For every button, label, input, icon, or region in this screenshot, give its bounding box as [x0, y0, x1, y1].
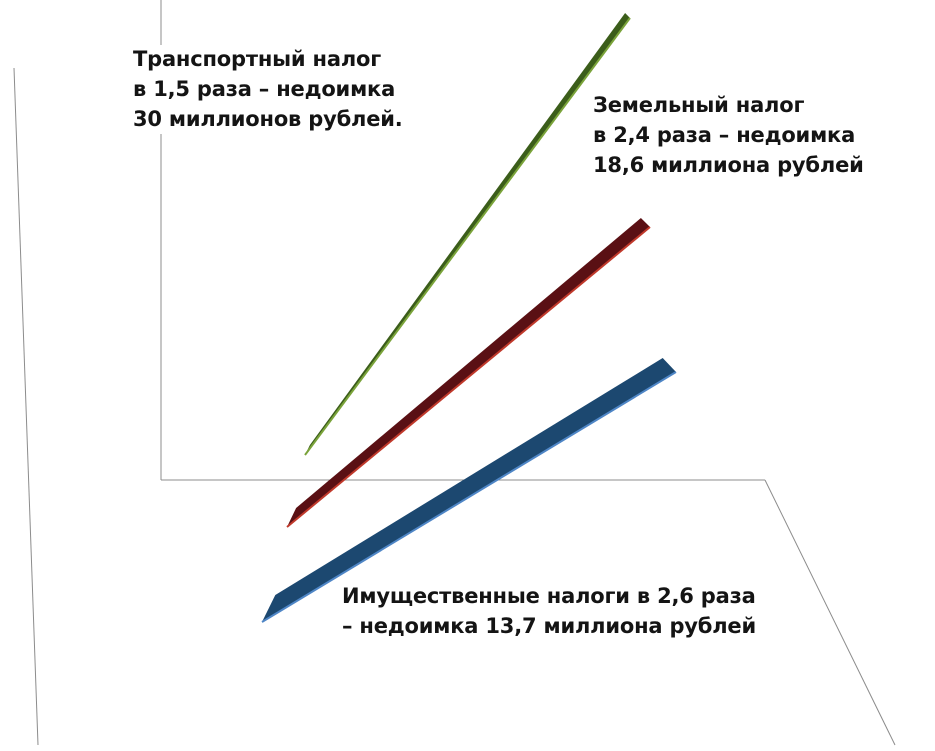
annotation-property-line-1: Имущественные налоги в 2,6 раза: [342, 582, 760, 612]
series-ribbon-1: [287, 218, 650, 527]
gridline-side-2: [21, 143, 161, 266]
annotation-transport-line-3: 30 миллионов рублей.: [133, 104, 407, 135]
annotation-transport-line-1: Транспортный налог: [133, 45, 407, 75]
gridline-side-4: [28, 278, 161, 465]
gridline-side-6: [35, 411, 161, 655]
annotation-land-tax: Земельный налог в 2,4 раза – недоимка 18…: [593, 91, 868, 181]
series-ribbon-edge-1: [286, 226, 651, 528]
annotation-land-line-1: Земельный налог: [593, 91, 868, 121]
series-ribbon-0: [262, 358, 676, 622]
series-ribbons: [261, 13, 677, 623]
annotation-property-tax: Имущественные налоги в 2,6 раза – недоим…: [342, 582, 760, 642]
annotation-transport-tax: Транспортный налог в 1,5 раза – недоимка…: [133, 45, 407, 135]
annotation-property-line-2: – недоимка 13,7 миллиона рублей: [342, 611, 760, 642]
gridline-side-3: [24, 211, 161, 363]
series-ribbon-edge-2: [304, 17, 631, 456]
left-wall-edge: [13, 67, 39, 746]
gridline-side-5: [32, 345, 161, 565]
series-ribbon-edge-0: [261, 371, 677, 623]
annotation-land-line-2: в 2,4 раза – недоимка: [593, 120, 868, 151]
floor-right-edge: [764, 479, 896, 746]
annotation-transport-line-2: в 1,5 раза – недоимка: [133, 74, 407, 105]
annotation-land-line-3: 18,6 миллиона рублей: [593, 150, 868, 181]
